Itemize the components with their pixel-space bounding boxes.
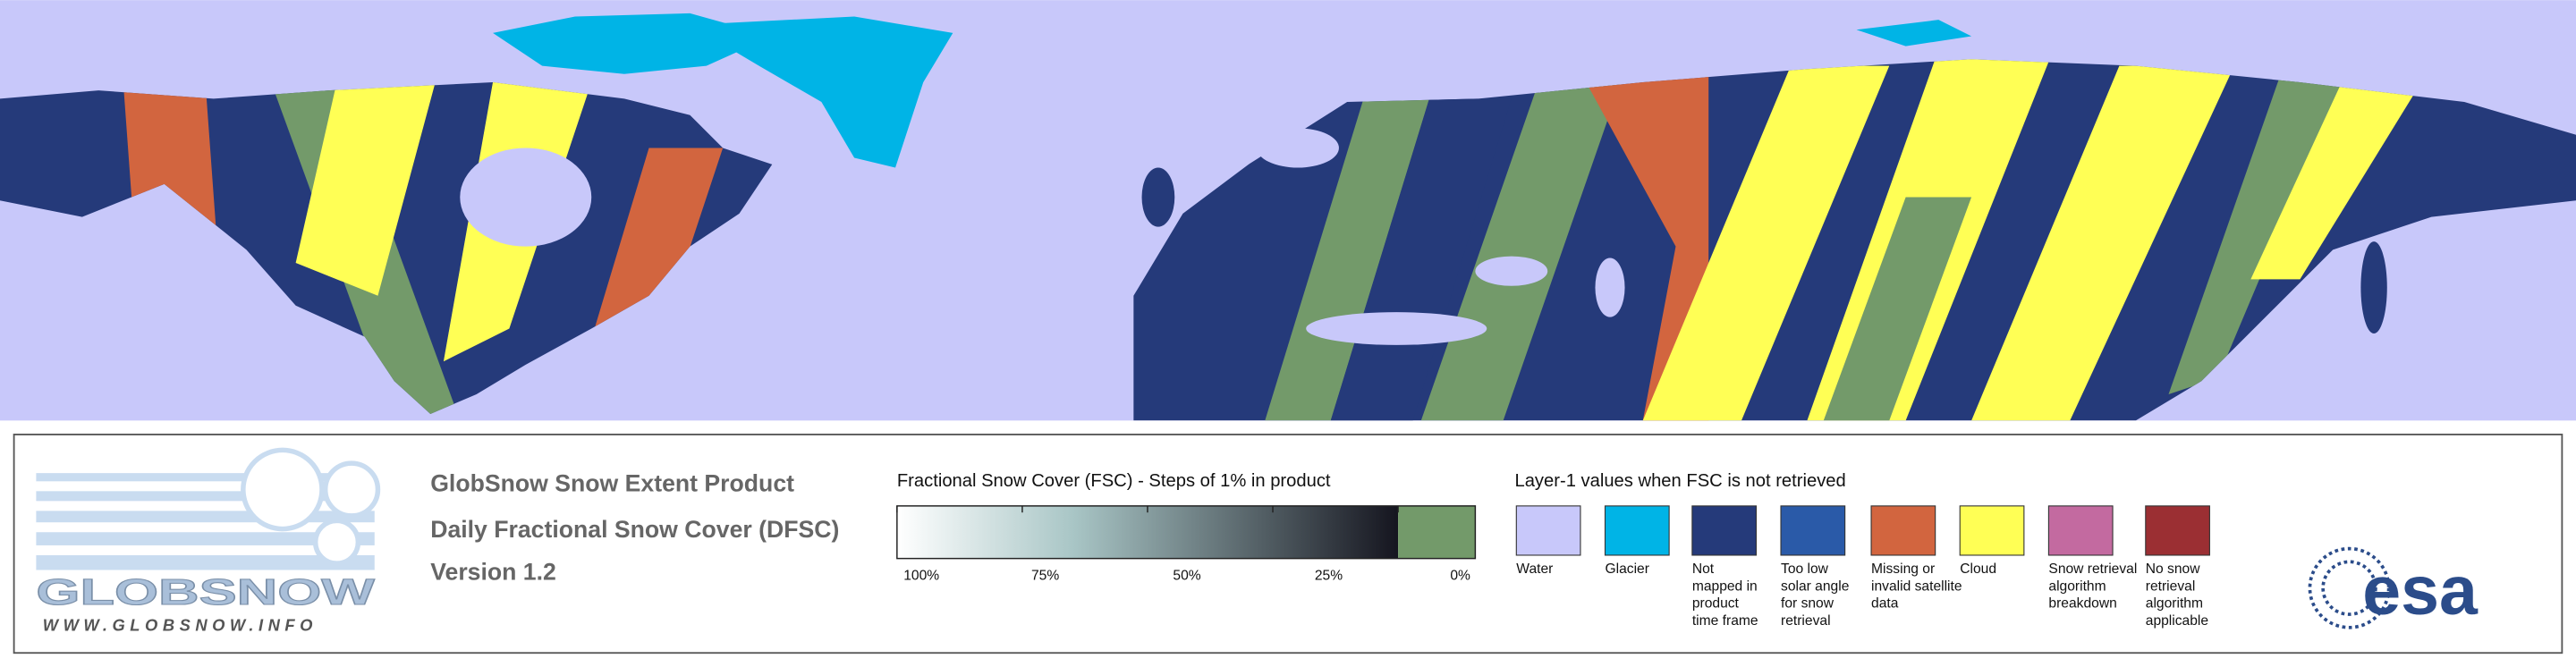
legend-label: invalid satellite — [1871, 578, 1962, 594]
legend-label: Water — [1516, 561, 1553, 577]
swath — [1265, 98, 1429, 421]
legend-label: applicable — [2146, 613, 2208, 629]
esa-logo: esa — [2308, 546, 2479, 629]
baltic-sea — [1257, 128, 1339, 168]
legend-label: Too low — [1781, 561, 1829, 577]
swath — [1577, 65, 1709, 421]
legend-label: Cloud — [1960, 561, 1996, 577]
legend-swatch — [1780, 505, 1846, 556]
svalbard — [1856, 20, 1972, 46]
product-title: Daily Fractional Snow Cover (DFSC) — [430, 516, 839, 543]
layers-title: Layer-1 values when FSC is not retrieved — [1514, 471, 1845, 491]
legend-label: breakdown — [2048, 596, 2116, 612]
colorbar-no-snow — [1398, 505, 1476, 559]
swath — [2250, 65, 2432, 280]
esa-name: esa — [2362, 553, 2479, 629]
british-isles — [1141, 167, 1175, 227]
swath — [295, 81, 436, 296]
legend-label: mapped in — [1692, 578, 1758, 594]
legend-swatch — [1515, 505, 1581, 556]
colorbar-title: Fractional Snow Cover (FSC) - Steps of 1… — [897, 471, 1331, 491]
legend-swatch — [1959, 505, 2025, 556]
legend-label: retrieval — [2146, 578, 2196, 594]
colorbar-tick-label: 75% — [1031, 569, 1059, 584]
swath — [1971, 65, 2234, 421]
legend-label: Snow retrieval — [2048, 561, 2137, 577]
logo-stripe — [36, 491, 375, 502]
hudson-bay — [460, 148, 592, 247]
snowflake — [241, 447, 325, 532]
logo-stripe — [36, 473, 375, 482]
logo-name: GLOBSNOW — [36, 571, 376, 612]
legend-label: Glacier — [1605, 561, 1648, 577]
legend-swatch — [2047, 505, 2114, 556]
colorbar-gradient — [896, 505, 1399, 559]
caspian-sea — [1595, 258, 1625, 317]
swath — [1642, 65, 1890, 421]
greenland — [690, 16, 953, 168]
legend-label: algorithm — [2048, 578, 2106, 594]
colorbar-frame — [896, 505, 1477, 560]
colorbar-tick-label: 100% — [903, 569, 939, 584]
legend-swatch — [1870, 505, 1936, 556]
legend-label: time frame — [1692, 613, 1758, 629]
swath — [2168, 65, 2350, 394]
legend-label: solar angle — [1781, 578, 1849, 594]
logo-url: WWW.GLOBSNOW.INFO — [43, 615, 318, 634]
product-title: Version 1.2 — [430, 559, 556, 586]
product-titles: GlobSnow Snow Extent Product Daily Fract… — [430, 469, 839, 585]
map — [0, 0, 2576, 421]
legend-label: product — [1692, 596, 1740, 612]
swath — [1823, 197, 1972, 421]
colorbar-tick-label: 50% — [1173, 569, 1200, 584]
colorbar-tick-label: 25% — [1315, 569, 1343, 584]
legend-label: algorithm — [2146, 596, 2203, 612]
globsnow-logo: GLOBSNOW WWW.GLOBSNOW.INFO — [36, 447, 381, 634]
mediterranean — [1306, 312, 1487, 345]
black-sea — [1475, 256, 1548, 286]
logo-stripe — [36, 511, 375, 523]
legend-label: data — [1871, 596, 1899, 612]
legend-label: No snow — [2146, 561, 2200, 577]
swaths — [123, 59, 2432, 421]
legend-swatch — [1604, 505, 1670, 556]
japan — [2360, 241, 2387, 334]
snowflake — [322, 460, 381, 519]
logo-stripe — [36, 554, 375, 570]
legend-label: Not — [1692, 561, 1715, 577]
snowflake — [312, 518, 361, 566]
legend-swatch — [2145, 505, 2210, 556]
colorbar-tick-label: 0% — [1450, 569, 1470, 584]
legend-swatch — [1691, 505, 1758, 556]
legend-label: Missing or — [1871, 561, 1935, 577]
legend-label: for snow — [1781, 596, 1835, 612]
esa-swirl — [2321, 560, 2377, 616]
product-title: GlobSnow Snow Extent Product — [430, 469, 794, 496]
legend-label: retrieval — [1781, 613, 1831, 629]
logo-stripe — [36, 532, 375, 545]
